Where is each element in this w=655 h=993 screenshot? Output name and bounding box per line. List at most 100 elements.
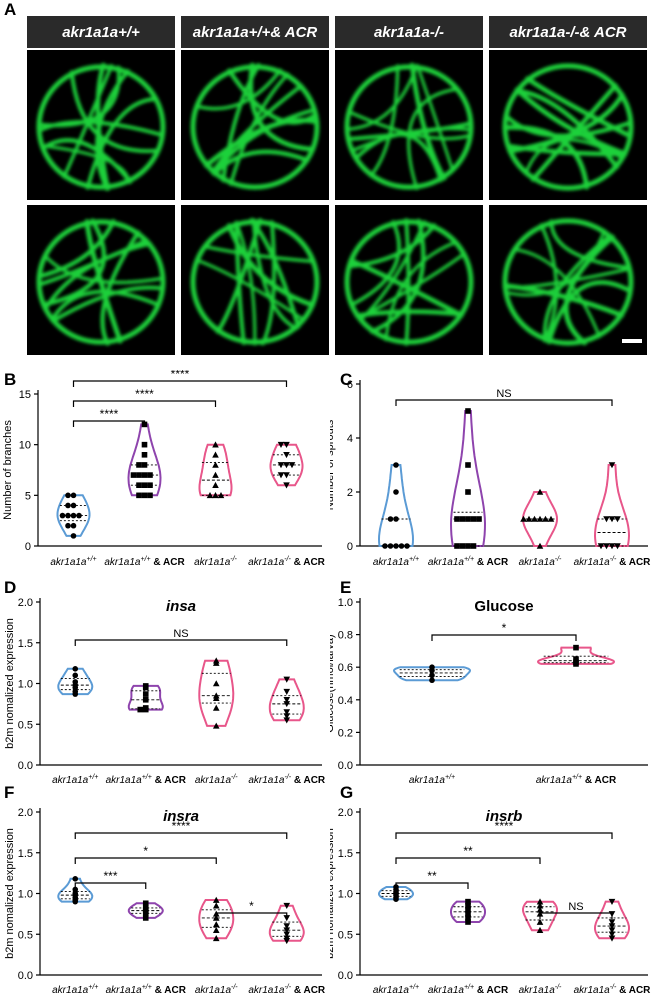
vessel-branch bbox=[349, 220, 401, 307]
data-point bbox=[603, 543, 610, 550]
significance-label: NS bbox=[568, 901, 583, 913]
bracket-line bbox=[72, 420, 146, 427]
vessel-network bbox=[344, 62, 474, 191]
x-tick-label: akr1a1a+/+ & ACR bbox=[428, 984, 509, 993]
vessel-micrograph-icon bbox=[502, 63, 634, 191]
data-point bbox=[459, 543, 466, 549]
vessel-branch bbox=[40, 138, 133, 184]
significance-bracket: **** bbox=[395, 819, 613, 839]
y-tick-label: 0.6 bbox=[338, 662, 353, 674]
data-point bbox=[70, 512, 77, 519]
vessel-branch bbox=[502, 283, 625, 318]
data-point bbox=[65, 502, 71, 509]
data-point bbox=[382, 543, 388, 549]
data-point bbox=[465, 907, 471, 913]
vessel-micrograph-icon bbox=[502, 218, 634, 346]
data-point bbox=[404, 543, 410, 549]
violin-group bbox=[127, 900, 164, 921]
data-point bbox=[429, 672, 435, 679]
axes bbox=[39, 808, 322, 976]
x-tick-label: akr1a1a-/- bbox=[195, 984, 238, 993]
vessel-branch bbox=[345, 63, 419, 131]
x-tick-label: akr1a1a+/+ & ACR bbox=[536, 774, 617, 783]
header-ko-acr: akr1a1a-/-& ACR bbox=[489, 16, 647, 48]
data-point bbox=[212, 921, 220, 928]
violin-body bbox=[127, 902, 164, 919]
violin-group bbox=[378, 884, 414, 903]
y-tick-label: 0.0 bbox=[338, 760, 353, 772]
data-point bbox=[608, 543, 616, 550]
violin-body bbox=[198, 443, 233, 497]
significance-label: ** bbox=[463, 844, 473, 858]
significance-bracket: * bbox=[431, 621, 577, 641]
data-point bbox=[536, 898, 544, 905]
x-tick-label: akr1a1a+/+ & ACR bbox=[106, 984, 187, 993]
data-point bbox=[573, 644, 579, 651]
vessel-branch bbox=[353, 132, 443, 183]
x-tick-label: akr1a1a+/+ & ACR bbox=[104, 556, 185, 568]
chart-title: insra bbox=[163, 808, 199, 825]
y-axis-label: Glucose(nmol/larva) bbox=[330, 634, 336, 732]
data-point bbox=[608, 923, 616, 930]
vessel-branch bbox=[415, 64, 455, 173]
data-point bbox=[70, 533, 77, 539]
data-point bbox=[283, 713, 291, 720]
data-point bbox=[141, 452, 148, 458]
vessel-branch bbox=[563, 234, 615, 346]
violin-body bbox=[536, 646, 616, 665]
data-point bbox=[72, 666, 79, 672]
y-axis-label: b2m nomalized expression bbox=[4, 618, 16, 749]
micrograph-wt-2 bbox=[27, 205, 175, 355]
data-point bbox=[72, 684, 79, 691]
data-point bbox=[136, 472, 142, 478]
significance-bracket: **** bbox=[72, 370, 288, 387]
y-tick-label: 0 bbox=[347, 541, 353, 553]
data-point bbox=[454, 543, 460, 549]
vessel-branch bbox=[95, 62, 111, 191]
data-point bbox=[70, 492, 77, 499]
vessel-branch bbox=[202, 244, 316, 264]
data-point bbox=[603, 516, 610, 523]
data-point bbox=[142, 691, 149, 697]
data-point bbox=[608, 462, 616, 469]
data-point bbox=[525, 515, 533, 522]
data-point bbox=[465, 902, 471, 909]
vessel-network bbox=[344, 218, 474, 346]
chart-title: insa bbox=[166, 598, 196, 615]
data-point bbox=[141, 472, 148, 478]
scale-bar bbox=[622, 339, 642, 343]
violin-group bbox=[127, 421, 162, 499]
data-point bbox=[476, 516, 482, 522]
vessel-branch bbox=[347, 110, 473, 141]
panel-label-f: F bbox=[4, 783, 15, 802]
data-point bbox=[141, 482, 148, 488]
bracket-line bbox=[74, 832, 288, 839]
axes bbox=[359, 598, 648, 766]
y-tick-label: 0.0 bbox=[18, 760, 33, 772]
significance-bracket: **** bbox=[72, 407, 146, 427]
violin-group bbox=[198, 896, 235, 942]
vessel-branch bbox=[404, 218, 411, 346]
data-point bbox=[608, 919, 616, 926]
y-tick-label: 6 bbox=[347, 379, 353, 391]
data-point bbox=[465, 543, 471, 549]
bracket-line bbox=[74, 639, 288, 646]
data-point bbox=[147, 482, 153, 488]
y-axis-label: Number of branches bbox=[2, 420, 14, 520]
vessel-branch bbox=[212, 149, 310, 176]
significance-label: *** bbox=[103, 869, 117, 883]
data-point bbox=[76, 512, 82, 519]
panel-label-c: C bbox=[340, 370, 353, 389]
x-tick-label: akr1a1a+/+ & ACR bbox=[106, 774, 187, 783]
significance-label: NS bbox=[496, 388, 511, 400]
data-point bbox=[141, 441, 148, 448]
vessel-network bbox=[190, 218, 320, 346]
vessel-branch bbox=[549, 219, 632, 270]
vessel-branch bbox=[85, 96, 159, 190]
header-wt: akr1a1a+/+ bbox=[27, 16, 175, 48]
data-point bbox=[206, 492, 214, 499]
violin-group bbox=[198, 657, 235, 729]
data-point bbox=[141, 492, 148, 499]
